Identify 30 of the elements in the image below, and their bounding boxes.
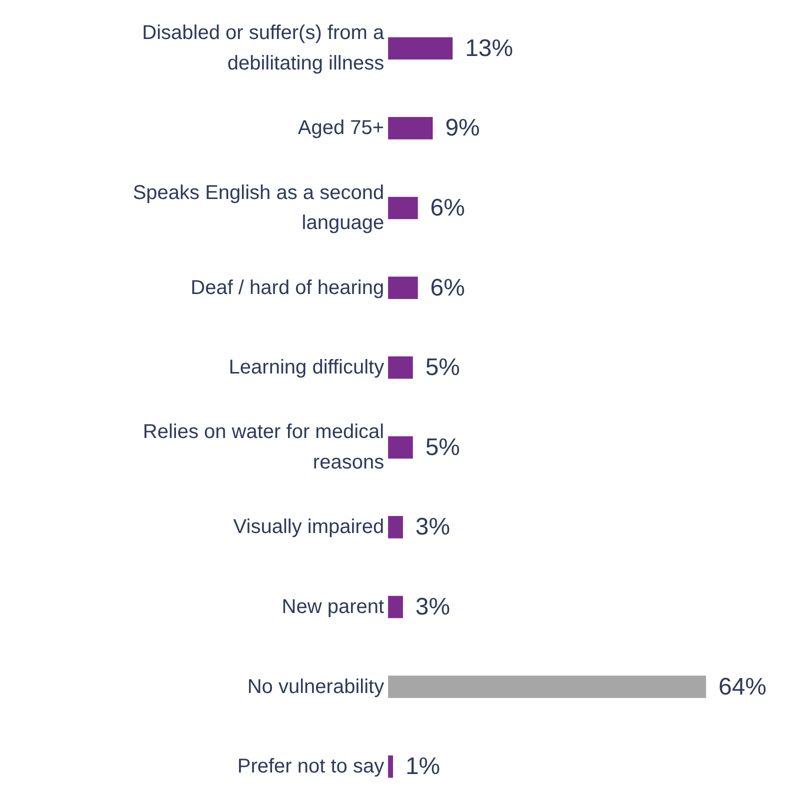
- y-tick-label: Disabled or suffer(s) from a debilitating illness: [142, 22, 385, 75]
- y-tick-label: Deaf / hard of hearing: [190, 276, 384, 299]
- bar: [388, 356, 413, 379]
- data-label: 3%: [415, 593, 450, 620]
- y-tick-label: Aged 75+: [298, 117, 384, 140]
- y-tick-label: Speaks English as a second language: [132, 182, 384, 234]
- data-label: 64%: [718, 673, 767, 700]
- bar: [388, 37, 453, 60]
- data-label: 6%: [430, 274, 465, 302]
- data-label: 5%: [425, 434, 460, 461]
- y-tick-label: No vulnerability: [247, 676, 384, 698]
- data-label: 9%: [445, 114, 480, 142]
- y-tick-label: Relies on water for medical reasons: [142, 421, 384, 474]
- data-label: 1%: [405, 753, 440, 780]
- data-label: 13%: [465, 34, 514, 62]
- bar: [388, 676, 706, 698]
- bar: [388, 117, 433, 140]
- bar: [388, 276, 418, 299]
- bar: [388, 436, 413, 459]
- y-tick-label: Visually impaired: [233, 516, 384, 538]
- data-label: 3%: [415, 514, 450, 541]
- y-tick-label: New parent: [282, 596, 385, 618]
- y-tick-label: Learning difficulty: [228, 356, 384, 379]
- bar: [388, 755, 394, 778]
- data-label: 5%: [425, 354, 460, 382]
- data-label: 6%: [430, 194, 465, 222]
- y-tick-label: Prefer not to say: [237, 756, 384, 778]
- bar: [388, 516, 403, 538]
- bar: [388, 596, 403, 618]
- bar: [388, 196, 418, 220]
